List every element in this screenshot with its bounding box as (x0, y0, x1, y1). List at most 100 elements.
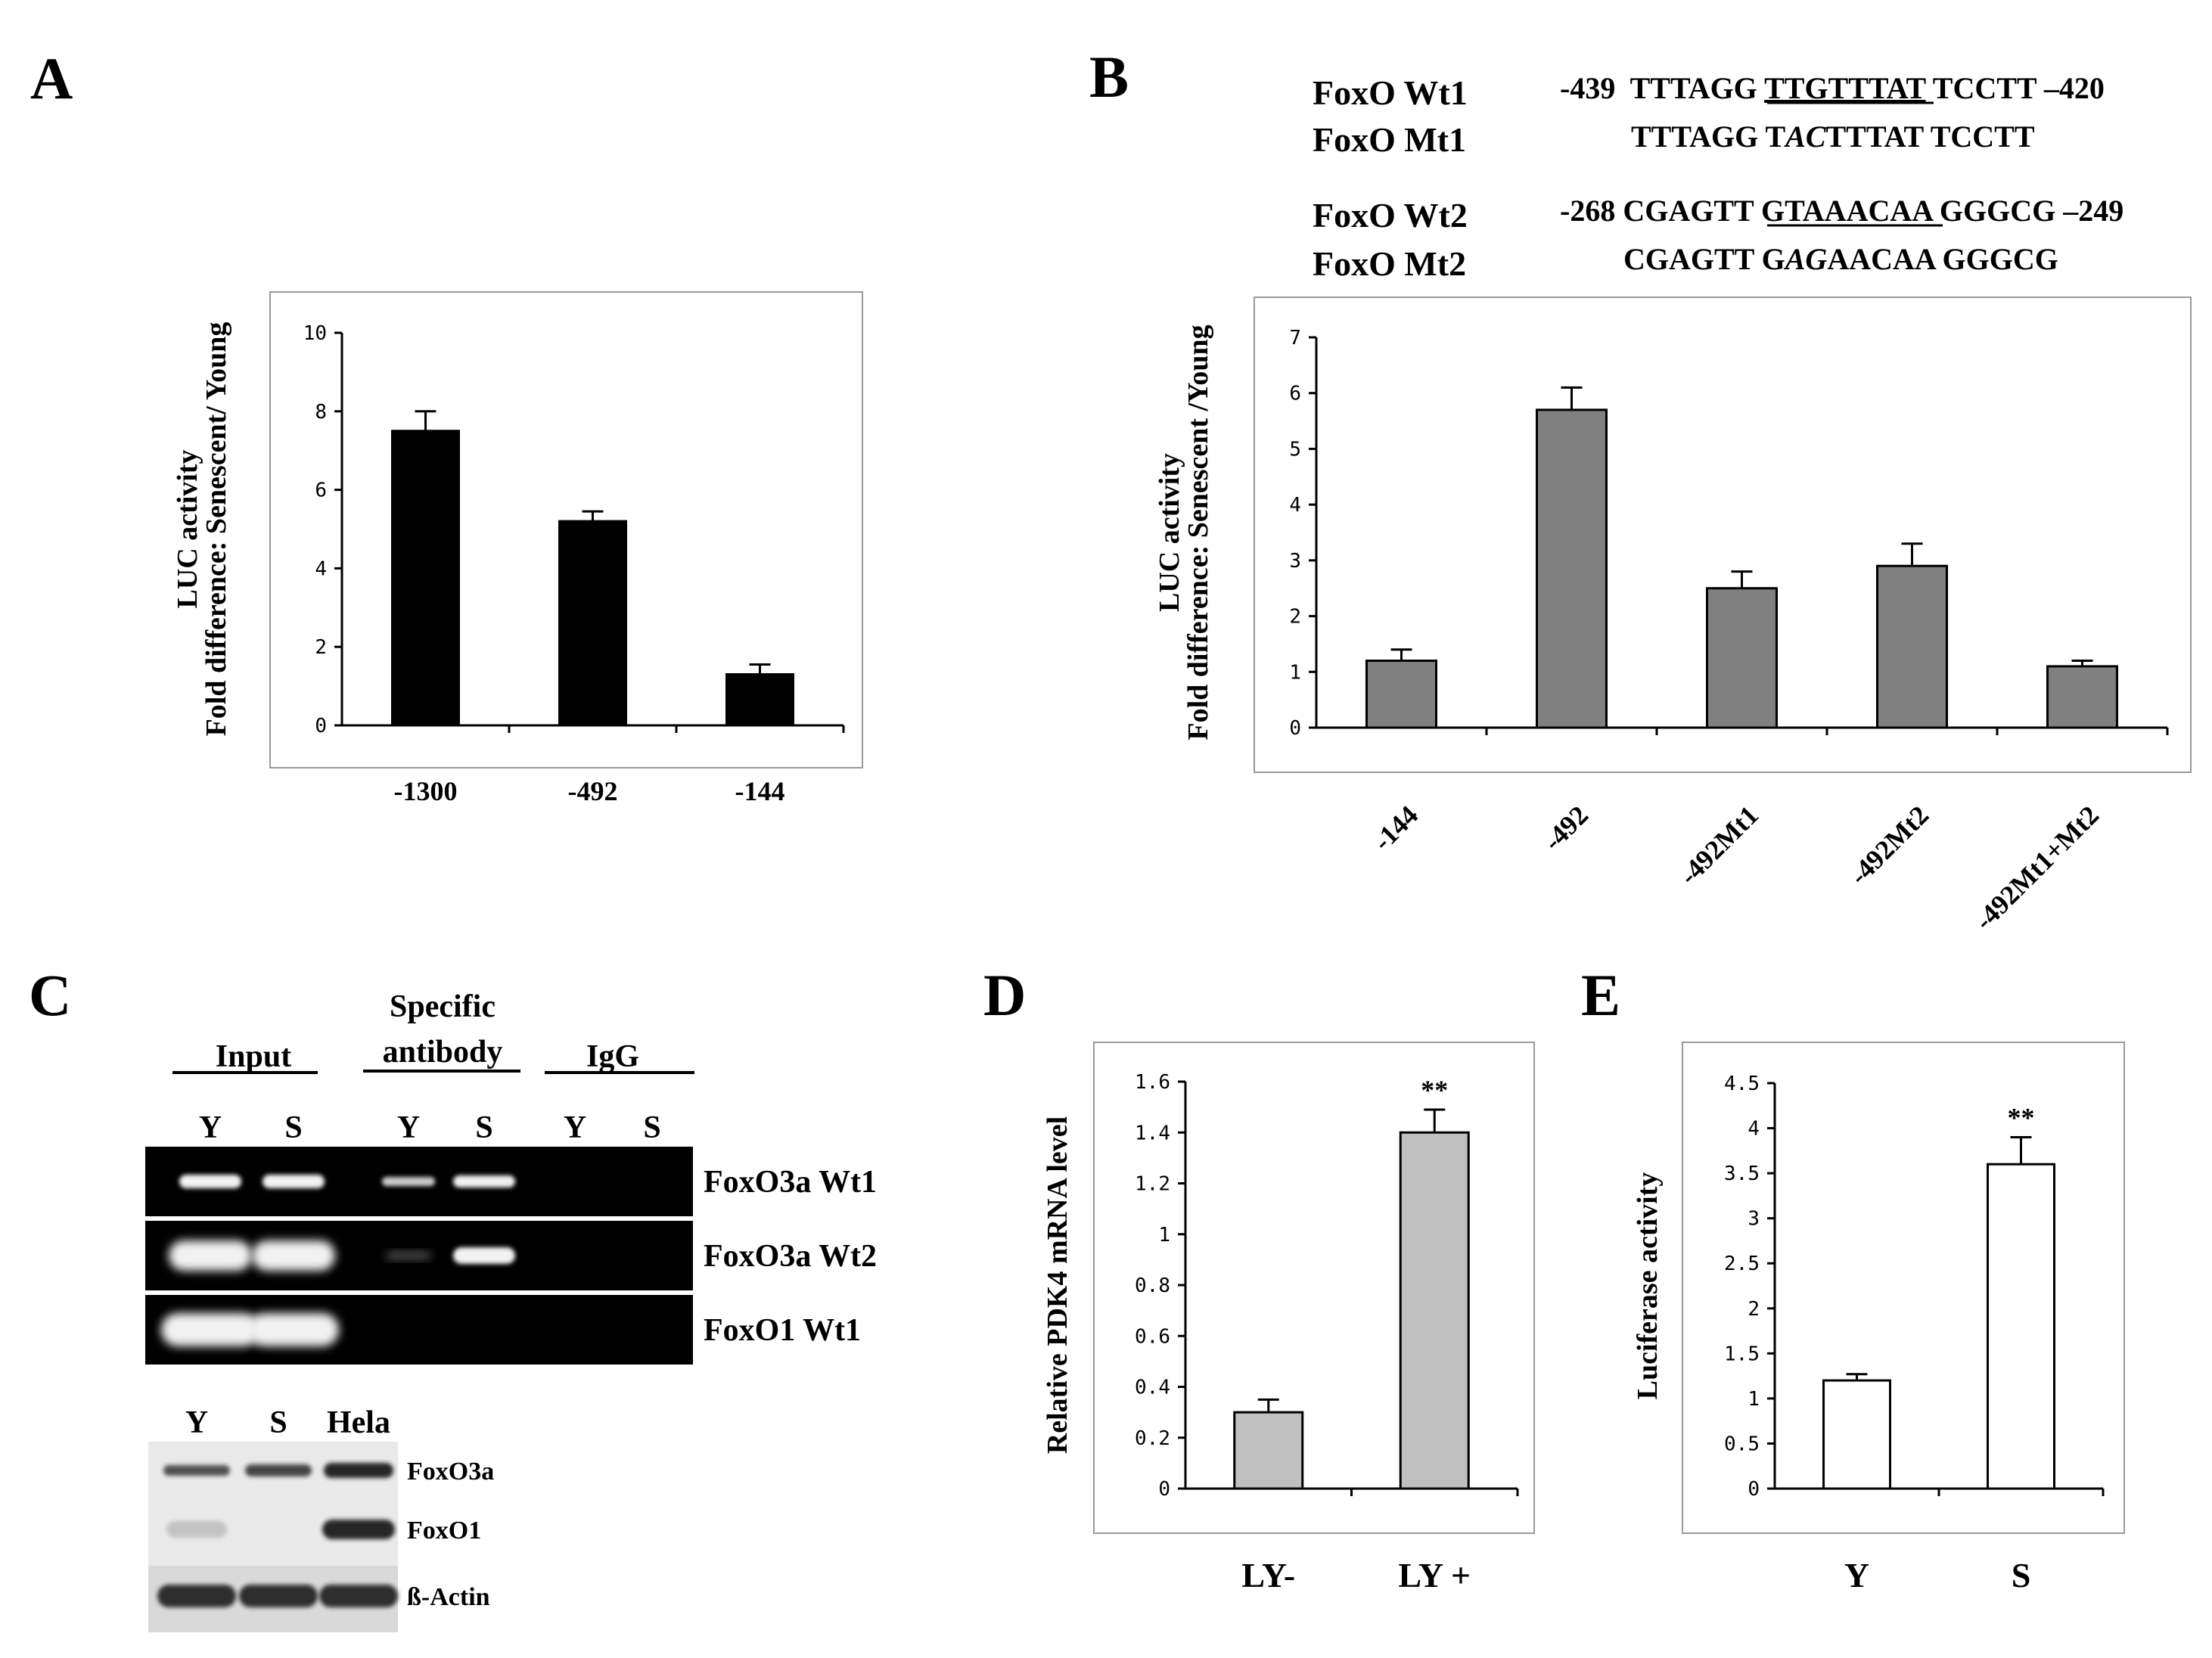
chart-d-frame (1093, 1042, 1535, 1534)
gel-lane-label: S (643, 1110, 660, 1145)
chart-a-ylabel: Fold difference: Senescent/ Young (200, 322, 232, 737)
chart-b-ytick-label: 4 (1289, 494, 1301, 517)
gel-band (252, 1240, 335, 1271)
gel-band (248, 1313, 339, 1346)
chart-b-ytick-label: 1 (1289, 661, 1301, 684)
seq-mt2-post: AACAA GGGCG (1827, 242, 2058, 276)
seq-mt2-mut: AG (1783, 242, 1828, 276)
wb-row-label: ß-Actin (407, 1583, 490, 1611)
chart-e-category-label: S (2012, 1556, 2031, 1594)
sequence-block: FoxO Wt1 -439 TTTAGG TTGTTTAT TCCTT –420… (1313, 71, 2123, 283)
gel-row-label: FoxO3a Wt2 (704, 1239, 877, 1274)
wb-band (319, 1585, 398, 1607)
chart-b-category-label: -492Mt1 (1673, 800, 1764, 890)
panel-label-a: A (30, 45, 73, 111)
chart-b-bar (1876, 564, 1948, 729)
seq-name-mt2: FoxO Mt2 (1313, 244, 1466, 283)
seq-wt2-gap2 (2055, 194, 2063, 228)
chart-b-ylabel: LUC activity (1154, 453, 1185, 612)
chart-a-category-label: -144 (735, 776, 785, 806)
wb-lane-label: Y (185, 1405, 208, 1440)
seq-wt1-left: -439 (1560, 71, 1615, 105)
chart-a-bar (725, 673, 794, 727)
chart-e-bar (1987, 1163, 2055, 1490)
seq-wt1-gap (1615, 71, 1629, 105)
wb-row-label: FoxO3a (407, 1458, 494, 1486)
gel-band (453, 1175, 515, 1188)
chart-a-ytick-label: 0 (315, 715, 327, 737)
chart-b-category-label: -144 (1367, 800, 1424, 856)
gel-group-antibody: antibody (383, 1035, 503, 1070)
chart-e-ytick-label: 2.5 (1724, 1253, 1760, 1275)
gel-lane-label: Y (199, 1110, 222, 1145)
seq-mt1-post: TTTAT TCCTT (1826, 120, 2035, 154)
seq-wt2-right: –249 (2062, 194, 2123, 228)
chart-b-ytick-label: 3 (1289, 550, 1301, 573)
wb-band (322, 1520, 395, 1539)
chart-e-ylabel: Luciferase activity (1632, 1172, 1664, 1400)
chart-b-bar (2046, 665, 2118, 729)
gel-group-specific: Specific (390, 989, 496, 1024)
chart-b-ytick-label: 0 (1289, 717, 1301, 740)
gel-band (263, 1175, 325, 1188)
wb-band (163, 1465, 230, 1476)
chart-e-category-label: Y (1844, 1556, 1869, 1594)
panel-label-e: E (1581, 962, 1620, 1028)
chart-a-bar (558, 520, 627, 727)
chart-b-category-label: -492Mt2 (1844, 800, 1934, 890)
wb-band (324, 1463, 393, 1478)
chart-b: 0 1 2 3 4 5 6 7 -144 -492 -492Mt1 -492Mt2 -492Mt1+Mt… (1154, 297, 2192, 936)
chart-d-ylabel: Relative PDK4 mRNA level (1042, 1116, 1073, 1454)
chart-d-ytick-label: 0 (1158, 1478, 1170, 1501)
seq-wt2-site: GTAAACAA (1761, 194, 1934, 228)
seq-wt1-gap2 (2036, 71, 2044, 105)
chart-a-ytick-label: 10 (303, 322, 327, 345)
chart-d-ytick-label: 0.4 (1135, 1377, 1170, 1399)
chart-e-significance: ** (2008, 1102, 2035, 1132)
chart-b-category-label: -492Mt1+Mt2 (1968, 800, 2105, 936)
gel-band (179, 1175, 241, 1188)
chart-e-ytick-label: 1.5 (1724, 1343, 1760, 1365)
chart-b-category-label: -492 (1537, 800, 1594, 856)
gel-band (161, 1313, 259, 1346)
gel-header: Input Specific antibody IgG (172, 989, 694, 1074)
seq-wt1-pre: TTTAGG (1630, 71, 1764, 105)
seq-mt2-pre: CGAGTT G (1623, 242, 1785, 276)
gel-row-label: FoxO1 Wt1 (704, 1313, 861, 1348)
chart-a-frame (269, 291, 863, 768)
gel-band (382, 1177, 435, 1186)
seq-mt2: CGAGTT GAGAACAA GGGCG (1623, 242, 2058, 276)
chart-d-ytick-label: 0.2 (1135, 1427, 1170, 1450)
seq-wt2-left: -268 (1560, 194, 1615, 228)
seq-wt2-gap (1615, 194, 1623, 228)
gel-group-input: Input (216, 1039, 291, 1074)
chart-b-ytick-label: 5 (1289, 438, 1301, 461)
chart-a-bar (391, 430, 460, 727)
wb-band (166, 1521, 227, 1538)
chart-a-category-label: -1300 (394, 776, 458, 806)
chart-d-significance: ** (1421, 1075, 1448, 1105)
wb-band (239, 1585, 318, 1607)
seq-name-wt2: FoxO Wt2 (1313, 196, 1468, 234)
chart-b-bar (1365, 660, 1437, 729)
gel-row-label: FoxO3a Wt1 (704, 1165, 877, 1200)
seq-mt1-mut: AC (1783, 120, 1827, 154)
chart-b-ytick-label: 2 (1289, 606, 1301, 629)
seq-name-mt1: FoxO Mt1 (1313, 120, 1466, 159)
chart-e-ytick-label: 0 (1748, 1478, 1760, 1501)
chart-d: 0 0.2 0.4 0.6 0.8 1 1.2 1.4 1.6 LY- ** LY + Relative… (1042, 1042, 1535, 1594)
chart-d-category-label: LY + (1398, 1556, 1471, 1594)
seq-mt1-pre: TTTAGG T (1631, 120, 1785, 154)
chip-gel: FoxO3a Wt1 FoxO3a Wt2 FoxO1 Wt1 (145, 1147, 877, 1365)
chart-d-category-label: LY- (1241, 1556, 1295, 1594)
chart-b-bar (1536, 408, 1608, 729)
chart-e-bar (1822, 1379, 1891, 1490)
chart-d-bar (1233, 1411, 1304, 1490)
gel-band (169, 1240, 252, 1271)
chart-e: 0 0.5 1 1.5 2 2.5 3 3.5 4 4.5 Y ** S Luciferase activ… (1632, 1042, 2125, 1594)
chart-d-ytick-label: 0.8 (1135, 1275, 1170, 1297)
chart-d-ytick-label: 1.2 (1135, 1173, 1170, 1196)
chart-e-ytick-label: 1 (1748, 1388, 1760, 1411)
